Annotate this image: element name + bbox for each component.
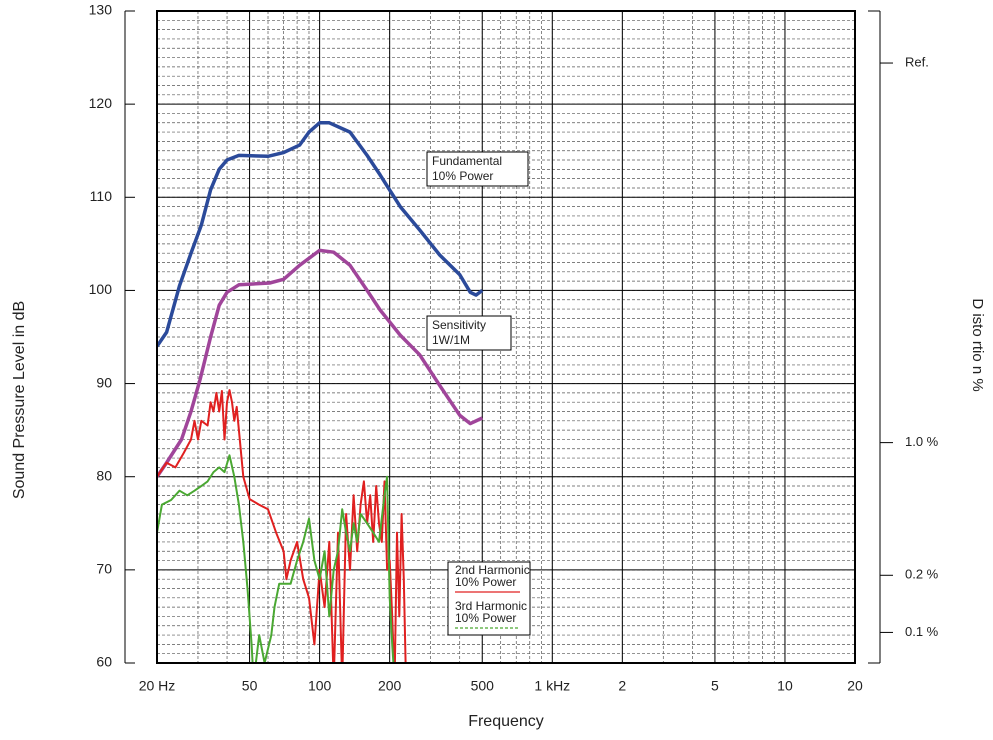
legend-label: 10% Power	[455, 611, 516, 625]
y-tick-label: 100	[89, 281, 113, 297]
legend-box	[447, 561, 531, 636]
y-tick-label: 70	[96, 561, 112, 577]
y2-axis-label: D isto rtio n %	[969, 298, 986, 391]
legend-label: 10% Power	[455, 575, 516, 589]
y2-tick-label: 1.0 %	[905, 434, 939, 449]
y2-tick-label: 0.2 %	[905, 567, 939, 582]
annotation-text: 1W/1M	[432, 333, 470, 347]
x-tick-label: 500	[471, 678, 495, 694]
x-tick-label: 2	[618, 678, 626, 694]
y2-tick-label: Ref.	[905, 54, 929, 69]
y-tick-label: 120	[89, 95, 113, 111]
x-tick-label: 20	[847, 678, 863, 694]
y-tick-label: 60	[96, 654, 112, 670]
series-line	[157, 121, 484, 348]
y-axis-label: Sound Pressure Level in dB	[11, 301, 28, 499]
series-line	[157, 389, 407, 663]
x-tick-label: 5	[711, 678, 719, 694]
plot-frame	[156, 10, 856, 664]
axes: 60 70 80 90 100 110 120 130 20 Hz 50 100 200 500 1 kH…	[89, 2, 939, 694]
annotation-box	[426, 151, 529, 187]
annotation: Fundamental 10% Power Sensitivity 1W/1M	[426, 151, 529, 351]
y-tick-label: 80	[96, 467, 112, 483]
x-axis-label: Frequency	[468, 713, 544, 730]
x-tick-label: 200	[378, 678, 402, 694]
x-tick-label: 10	[777, 678, 793, 694]
annotation-box	[426, 315, 512, 351]
y-tick-label: 110	[90, 188, 113, 204]
legend-label: 3rd Harmonic	[455, 599, 527, 613]
x-tick-label: 50	[242, 678, 258, 694]
legend-label: 2nd Harmonic	[455, 563, 530, 577]
series-line	[157, 454, 395, 663]
y2-tick-label: 0.1 %	[905, 624, 939, 639]
annotation-text: Fundamental	[432, 154, 502, 168]
annotation-text: Sensitivity	[432, 318, 486, 332]
y-tick-label: 130	[89, 2, 113, 18]
x-tick-label: 20 Hz	[139, 678, 176, 694]
x-tick-label: 100	[308, 678, 332, 694]
series-line	[157, 248, 484, 478]
plot-area	[157, 121, 484, 663]
x-tick-label: 1 kHz	[534, 678, 570, 694]
y-tick-label: 90	[96, 374, 112, 390]
annotation-text: 10% Power	[432, 169, 493, 183]
